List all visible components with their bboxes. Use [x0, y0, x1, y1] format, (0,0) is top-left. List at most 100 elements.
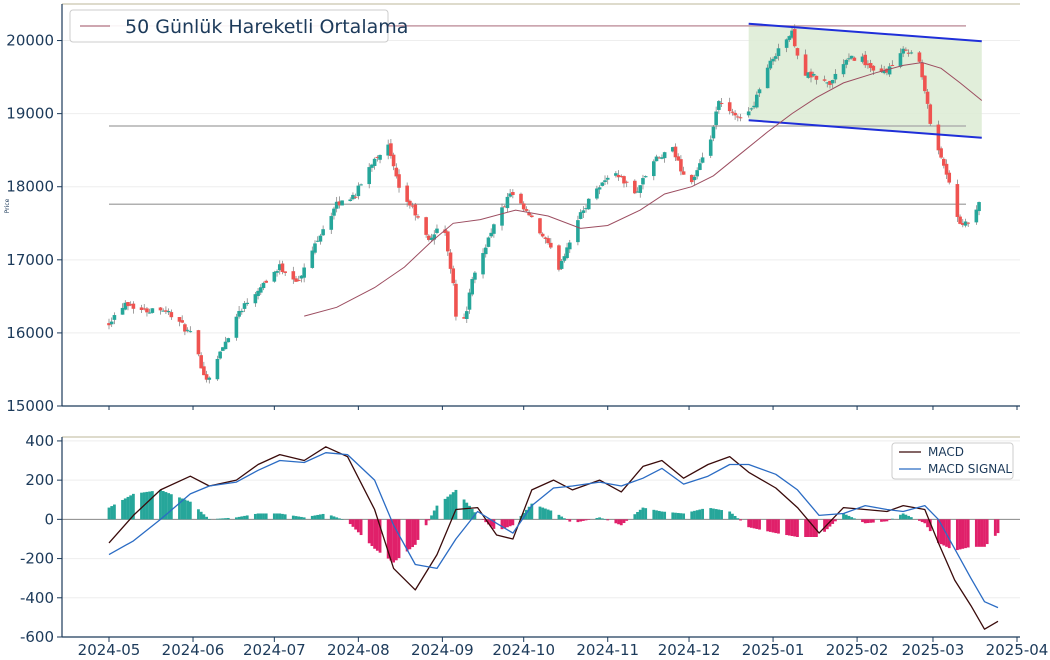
candle-up — [825, 82, 830, 84]
candle-down — [424, 217, 428, 235]
candle-up — [120, 307, 125, 315]
histogram-bar-negative — [408, 519, 412, 550]
histogram-bar-negative — [375, 519, 379, 551]
histogram-bar-positive — [701, 508, 704, 520]
histogram-bar-positive — [731, 513, 734, 520]
candle-down — [955, 184, 960, 217]
histogram-bar-negative — [617, 519, 620, 525]
candle-up — [901, 48, 905, 54]
histogram-bar-positive — [161, 491, 165, 520]
price-legend-box — [69, 9, 389, 43]
candle-up — [963, 221, 968, 226]
histogram-bar-negative — [885, 519, 889, 522]
histogram-bar-negative — [918, 519, 921, 521]
candle-down — [142, 308, 147, 310]
histogram-bar-negative — [619, 519, 623, 526]
candle-up — [652, 161, 656, 177]
candle-up — [256, 290, 260, 297]
candle-up — [830, 80, 835, 84]
x-tick-label: 2024-07 — [243, 641, 306, 659]
histogram-bar-negative — [370, 519, 374, 547]
histogram-bar-positive — [641, 507, 645, 520]
histogram-bar-positive — [183, 499, 187, 520]
candle-up — [717, 101, 721, 110]
histogram-bar-negative — [939, 519, 943, 545]
histogram-bar-negative — [974, 519, 978, 547]
price-y-tick-label: 20000 — [6, 32, 54, 50]
histogram-bar-positive — [243, 515, 246, 520]
histogram-bar-positive — [522, 512, 526, 520]
candle-down — [264, 280, 269, 283]
histogram-bar-negative — [758, 519, 761, 530]
histogram-bar-positive — [909, 517, 913, 520]
histogram-bar-negative — [389, 519, 393, 561]
histogram-bar-positive — [121, 499, 124, 520]
histogram-bar-positive — [329, 515, 333, 520]
histogram-bar-positive — [899, 514, 902, 520]
macd-legend: MACD MACD SIGNAL — [891, 442, 1014, 480]
histogram-bar-negative — [834, 519, 837, 522]
histogram-bar-positive — [847, 515, 851, 520]
candle-up — [359, 184, 363, 186]
histogram-bar-negative — [481, 519, 485, 520]
candle-up — [318, 235, 323, 242]
histogram-bar-negative — [766, 519, 770, 532]
candle-up — [378, 154, 382, 160]
histogram-bar-positive — [313, 515, 317, 520]
candle-down — [448, 252, 453, 269]
histogram-bar-positive — [240, 516, 244, 520]
price-y-tick-label: 18000 — [6, 178, 54, 196]
histogram-bar-positive — [291, 515, 295, 520]
candle-up — [492, 224, 496, 234]
candle-down — [624, 181, 629, 183]
histogram-bar-positive — [560, 516, 564, 520]
histogram-bar-positive — [107, 507, 111, 520]
candle-up — [833, 73, 838, 80]
candle-up — [714, 111, 718, 126]
candle-up — [711, 126, 716, 139]
histogram-bar-positive — [451, 492, 455, 520]
candle-up — [277, 264, 282, 271]
histogram-bar-positive — [468, 505, 471, 520]
histogram-bar-positive — [337, 518, 341, 520]
histogram-bar-negative — [614, 519, 618, 524]
channel-upper-line — [748, 22, 982, 43]
histogram-bar-negative — [394, 519, 398, 561]
candle-up — [578, 212, 583, 219]
candle-up — [245, 302, 250, 305]
histogram-bar-positive — [207, 519, 211, 520]
candle-down — [451, 268, 456, 284]
candle-up — [123, 302, 128, 310]
candle-down — [502, 206, 507, 208]
candle-up — [752, 105, 756, 108]
histogram-bar-positive — [294, 516, 298, 520]
histogram-bar-negative — [351, 519, 355, 527]
macd-y-tick-label: -400 — [20, 589, 54, 607]
histogram-bar-negative — [565, 519, 569, 520]
histogram-bar-negative — [871, 519, 875, 523]
histogram-bar-negative — [831, 519, 835, 524]
candle-up — [150, 308, 155, 313]
candle-up — [470, 279, 474, 295]
candle-up — [584, 208, 588, 210]
histogram-bar-positive — [842, 513, 845, 520]
macd-legend-label: MACD — [928, 445, 964, 459]
candle-up — [351, 194, 355, 200]
histogram-bar-positive — [199, 511, 203, 520]
candle-down — [158, 307, 163, 311]
histogram-bar-negative — [416, 519, 420, 540]
candle-down — [549, 242, 553, 248]
histogram-bar-positive — [272, 513, 276, 520]
histogram-bar-positive — [644, 508, 648, 520]
histogram-bar-negative — [749, 519, 753, 528]
histogram-bar-positive — [671, 512, 675, 520]
histogram-bar-positive — [178, 497, 181, 520]
histogram-bar-positive — [598, 517, 601, 520]
histogram-bar-positive — [712, 508, 715, 520]
histogram-bar-positive — [698, 509, 702, 520]
candle-down — [733, 112, 737, 116]
candle-down — [128, 304, 133, 306]
candle-down — [917, 52, 922, 62]
histogram-bar-negative — [961, 519, 965, 549]
candle-up — [660, 157, 664, 159]
